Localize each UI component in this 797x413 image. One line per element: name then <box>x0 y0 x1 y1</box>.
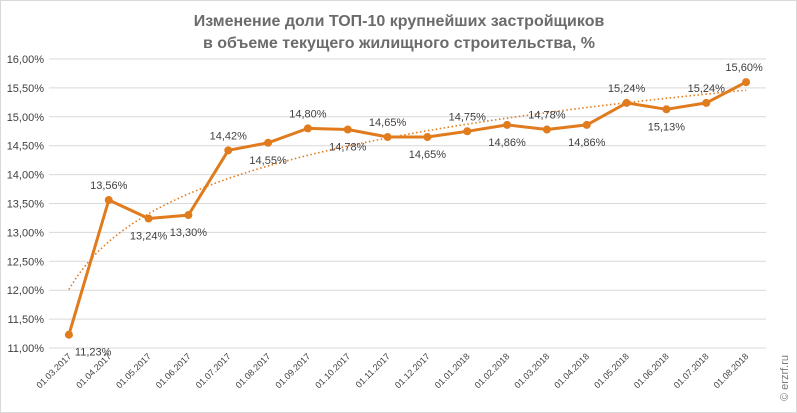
data-label: 14,78% <box>329 142 367 154</box>
data-point <box>702 98 711 107</box>
y-tick-label: 12,50% <box>7 256 45 268</box>
y-tick-label: 16,00% <box>7 54 45 66</box>
x-tick-label: 01.08.2018 <box>712 351 751 390</box>
series-line <box>67 80 747 336</box>
x-tick-label: 01.06.2018 <box>632 351 671 390</box>
x-tick-label: 01.10.2017 <box>313 351 352 390</box>
data-point <box>622 98 631 107</box>
data-label: 15,24% <box>608 83 646 95</box>
x-tick-label: 01.07.2018 <box>672 351 711 390</box>
data-point <box>463 127 472 136</box>
x-tick-label: 01.05.2018 <box>592 351 631 390</box>
data-label: 14,65% <box>409 149 447 161</box>
data-label: 13,30% <box>170 227 208 239</box>
x-tick-label: 01.03.2017 <box>34 351 73 390</box>
data-label: 14,86% <box>488 137 526 149</box>
data-label: 11,23% <box>75 347 112 359</box>
y-tick-label: 11,00% <box>8 343 45 355</box>
y-tick-label: 13,00% <box>7 227 45 239</box>
x-tick-label: 01.05.2017 <box>114 351 153 390</box>
data-label: 14,78% <box>528 110 566 122</box>
data-point <box>742 78 751 87</box>
data-label: 15,24% <box>688 83 726 95</box>
x-tick-label: 01.03.2018 <box>512 351 551 390</box>
data-label: 14,42% <box>210 130 248 142</box>
y-tick-label: 15,50% <box>7 83 45 95</box>
data-point <box>542 125 551 134</box>
data-label: 14,75% <box>449 111 487 123</box>
data-label: 14,55% <box>249 155 287 167</box>
x-tick-label: 01.04.2018 <box>552 351 591 390</box>
y-tick-label: 15,00% <box>7 112 45 124</box>
data-label: 13,24% <box>130 231 168 243</box>
x-tick-label: 01.07.2017 <box>194 351 233 390</box>
data-point <box>104 196 113 205</box>
x-tick-label: 01.06.2017 <box>154 351 193 390</box>
x-tick-label: 01.02.2018 <box>473 351 512 390</box>
trendline <box>68 89 747 290</box>
chart-title-line-1: Изменение доли ТОП-10 крупнейших застрой… <box>194 13 605 30</box>
data-label: 15,13% <box>648 121 686 133</box>
y-tick-label: 13,50% <box>7 199 45 211</box>
data-label: 14,86% <box>568 137 606 149</box>
y-tick-label: 14,00% <box>7 170 45 182</box>
data-point <box>423 133 432 142</box>
data-label: 14,80% <box>289 108 327 120</box>
x-tick-label: 01.11.2017 <box>354 351 392 389</box>
y-tick-label: 14,50% <box>7 141 45 153</box>
chart-title-line-2: в объеме текущего жилищного строительств… <box>203 35 595 52</box>
y-tick-label: 11,50% <box>8 314 45 326</box>
x-tick-label: 01.08.2017 <box>234 351 273 390</box>
data-label: 15,60% <box>725 62 763 74</box>
x-tick-label: 01.01.2018 <box>433 351 472 390</box>
data-point <box>224 146 233 155</box>
data-point <box>184 211 193 220</box>
data-point <box>264 138 273 147</box>
data-point <box>303 124 312 133</box>
watermark: © erzrf.ru <box>779 355 791 401</box>
x-tick-label: 01.12.2017 <box>393 351 432 390</box>
y-tick-label: 12,00% <box>7 285 45 297</box>
data-point <box>383 133 392 142</box>
data-point <box>343 125 352 134</box>
x-tick-label: 01.09.2017 <box>273 351 312 390</box>
data-label: 13,56% <box>90 180 128 192</box>
data-point <box>503 120 512 129</box>
data-point <box>64 330 73 339</box>
data-point <box>144 214 153 223</box>
data-point <box>582 120 591 129</box>
data-point <box>662 105 671 114</box>
data-label: 14,65% <box>369 117 407 129</box>
